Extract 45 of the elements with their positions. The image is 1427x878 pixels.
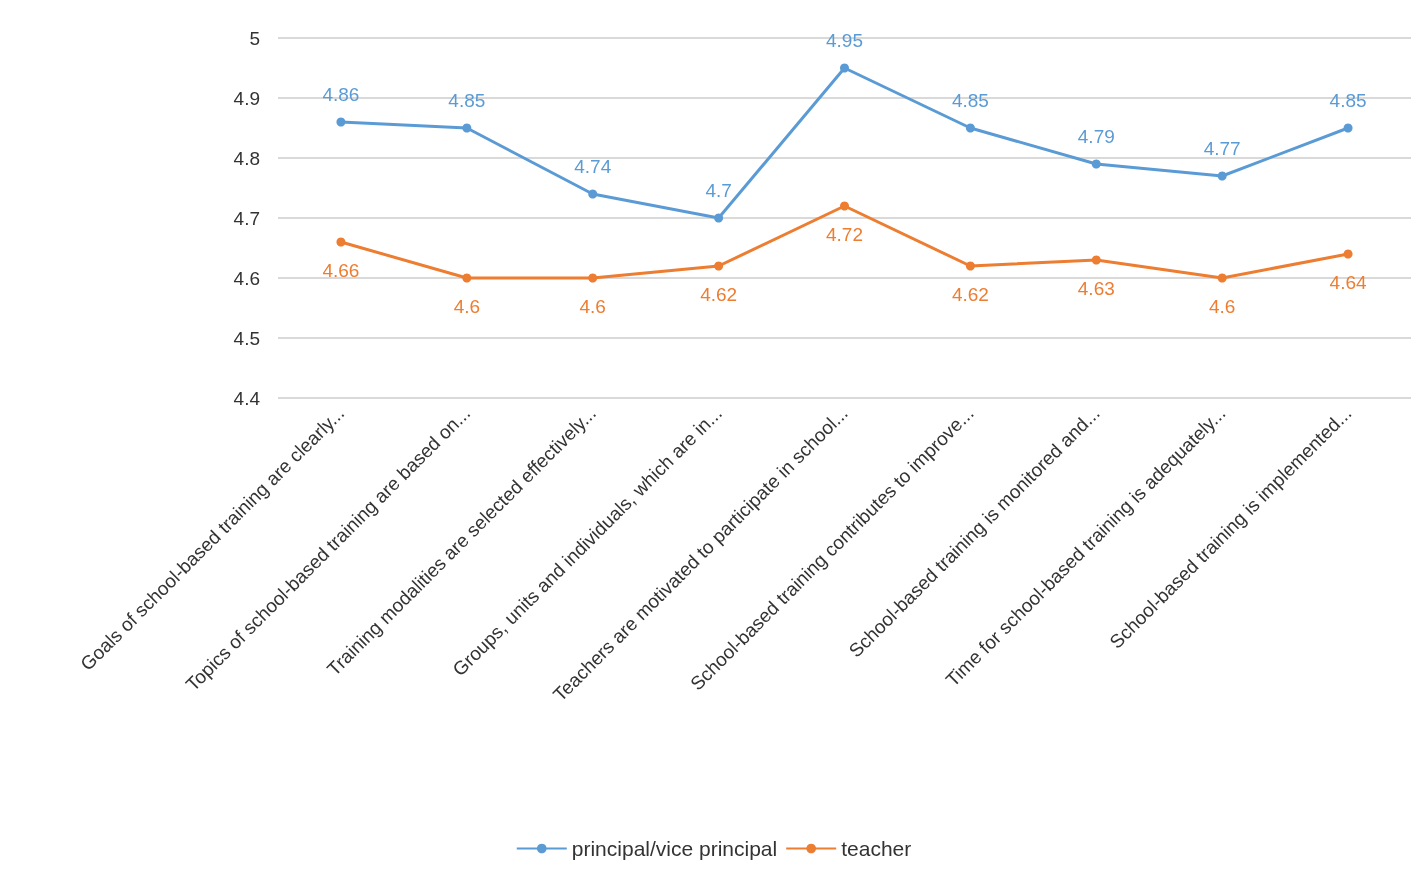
point — [840, 201, 849, 211]
point — [840, 63, 849, 73]
point — [714, 261, 724, 271]
point — [336, 117, 346, 127]
y-tick-label: 4.9 — [233, 87, 260, 109]
data-label: 4.62 — [951, 283, 989, 305]
point — [965, 123, 975, 133]
y-tick-label: 5 — [249, 27, 260, 49]
point — [1217, 273, 1227, 283]
point — [1091, 255, 1101, 265]
data-label: 4.74 — [574, 155, 612, 177]
point — [588, 189, 598, 199]
legend-label: teacher — [841, 837, 912, 860]
point — [1343, 123, 1353, 133]
point — [1343, 249, 1353, 259]
data-label: 4.79 — [1077, 125, 1115, 147]
data-label: 4.85 — [448, 89, 486, 111]
data-label: 4.86 — [322, 83, 360, 105]
data-label: 4.66 — [322, 259, 360, 281]
point — [588, 273, 598, 283]
point — [462, 273, 472, 283]
point — [965, 261, 975, 271]
data-label: 4.6 — [453, 295, 481, 317]
data-label: 4.6 — [1208, 295, 1236, 317]
y-tick-label: 4.4 — [233, 387, 261, 409]
data-label: 4.62 — [700, 283, 738, 305]
data-label: 4.63 — [1077, 277, 1115, 299]
legend-label: principal/vice principal — [571, 837, 778, 860]
data-label: 4.85 — [951, 89, 989, 111]
y-tick-label: 4.8 — [233, 147, 260, 169]
data-label: 4.64 — [1329, 271, 1367, 293]
data-label: 4.6 — [579, 295, 606, 317]
data-label: 4.77 — [1203, 137, 1241, 159]
data-label: 4.95 — [826, 29, 863, 51]
point — [1217, 171, 1227, 181]
y-tick-label: 4.7 — [233, 207, 260, 229]
data-label: 4.85 — [1329, 89, 1367, 111]
point — [336, 237, 346, 247]
data-label: 4.7 — [705, 179, 732, 201]
y-tick-label: 4.5 — [233, 327, 260, 349]
y-tick-label: 4.6 — [233, 267, 260, 289]
point — [714, 213, 724, 223]
point — [462, 123, 472, 133]
point — [1091, 159, 1101, 169]
data-label: 4.72 — [826, 223, 863, 245]
